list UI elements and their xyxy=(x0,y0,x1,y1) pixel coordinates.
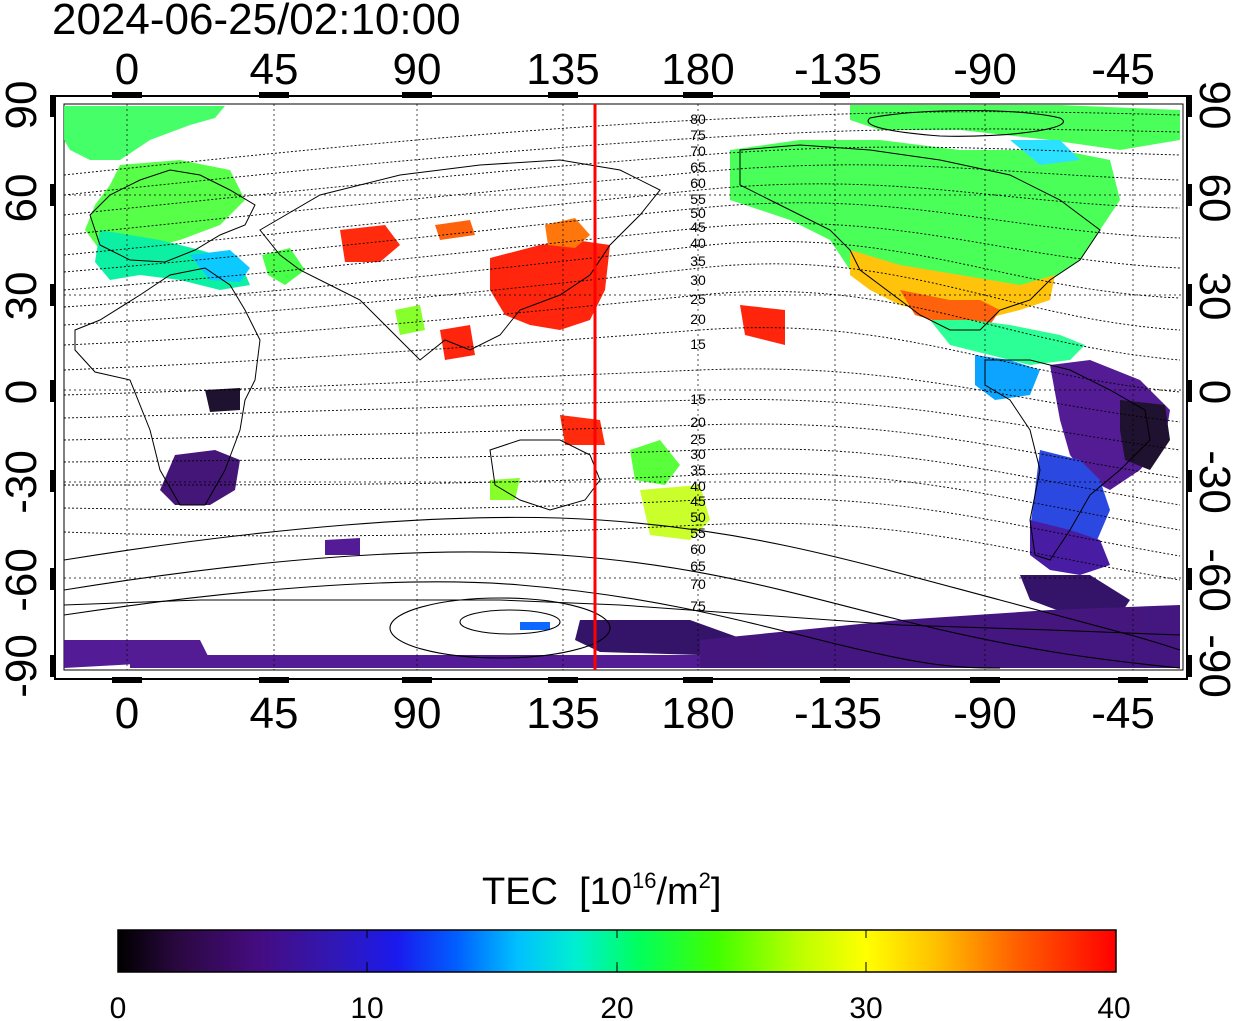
contour-label: 35 xyxy=(690,462,706,478)
contour-label: 50 xyxy=(690,205,706,221)
left-lat-tick: 30 xyxy=(0,272,46,321)
contour-label: 70 xyxy=(690,576,706,592)
contour-label: 65 xyxy=(690,159,706,175)
left-lat-tick: -30 xyxy=(0,450,46,514)
top-lon-tick: -90 xyxy=(953,45,1017,94)
right-lat-tick: -90 xyxy=(1190,634,1235,698)
contour-label: 75 xyxy=(690,127,706,143)
contour-label: 25 xyxy=(690,291,706,307)
bottom-lon-tick: 45 xyxy=(250,689,299,738)
left-lat-tick: 90 xyxy=(0,81,46,130)
contour-label: 30 xyxy=(690,446,706,462)
contour-label: 65 xyxy=(690,558,706,574)
contour-label: 35 xyxy=(690,253,706,269)
right-latitude-axis: 90 60 30 0 -30 -60 -90 xyxy=(1190,81,1235,698)
bottom-lon-tick: -135 xyxy=(794,689,882,738)
top-lon-tick: 135 xyxy=(526,45,599,94)
left-latitude-axis: 90 60 30 0 -30 -60 -90 xyxy=(0,81,46,698)
contour-label: 20 xyxy=(690,311,706,327)
colorbar-unit-exponent2: 2 xyxy=(698,868,711,893)
colorbar-unit-mid: /m xyxy=(656,871,699,913)
left-lat-tick: 0 xyxy=(0,380,46,404)
contour-label: 25 xyxy=(690,431,706,447)
right-lat-tick: 0 xyxy=(1190,380,1235,404)
top-lon-tick: -45 xyxy=(1091,45,1155,94)
colorbar-unit-exponent: 16 xyxy=(631,868,657,893)
colorbar-unit-prefix: [10 xyxy=(579,871,632,913)
colorbar-tick: 40 xyxy=(1097,992,1130,1021)
coordinate-grid xyxy=(64,104,1183,670)
bottom-lon-tick: -90 xyxy=(953,689,1017,738)
tec-data-overlay xyxy=(64,105,1180,668)
top-lon-tick: 180 xyxy=(661,45,734,94)
bottom-lon-tick: 0 xyxy=(115,689,139,738)
right-lat-tick: -60 xyxy=(1190,548,1235,612)
colorbar: 0 10 20 30 40 xyxy=(110,929,1131,1021)
colorbar-tick: 0 xyxy=(110,992,127,1021)
colorbar-tick: 20 xyxy=(600,992,633,1021)
bottom-lon-tick: 90 xyxy=(393,689,442,738)
contour-label: 45 xyxy=(690,493,706,509)
top-lon-tick: 0 xyxy=(115,45,139,94)
contour-label: 55 xyxy=(690,191,706,207)
colorbar-label: TEC [1016/m2] xyxy=(482,868,721,914)
right-lat-tick: -30 xyxy=(1190,450,1235,514)
contour-label: 60 xyxy=(690,175,706,191)
contour-label: 45 xyxy=(690,219,706,235)
contour-label: 15 xyxy=(690,391,706,407)
bottom-lon-tick: 135 xyxy=(526,689,599,738)
contour-label: 20 xyxy=(690,414,706,430)
bottom-lon-tick: 180 xyxy=(661,689,734,738)
bottom-lon-tick: -45 xyxy=(1091,689,1155,738)
left-lat-tick: -60 xyxy=(0,548,46,612)
contour-label: 80 xyxy=(690,111,706,127)
colorbar-tick: 10 xyxy=(350,992,383,1021)
contour-label: 15 xyxy=(690,336,706,352)
bottom-longitude-axis: 0 45 90 135 180 -135 -90 -45 xyxy=(115,689,1155,738)
right-lat-tick: 60 xyxy=(1190,174,1235,223)
contour-label: 40 xyxy=(690,478,706,494)
left-lat-tick: -90 xyxy=(0,634,46,698)
contour-label: 55 xyxy=(690,525,706,541)
top-lon-tick: -135 xyxy=(794,45,882,94)
contour-labels-north: 80 75 70 65 60 55 50 45 40 35 30 25 20 1… xyxy=(690,111,706,352)
contour-label: 30 xyxy=(690,272,706,288)
colorbar-quantity: TEC xyxy=(482,871,558,913)
southern-pole-contours xyxy=(64,109,1181,669)
colorbar-unit-suffix: ] xyxy=(710,871,722,913)
contour-label: 50 xyxy=(690,509,706,525)
contour-label: 60 xyxy=(690,541,706,557)
magnetic-latitude-contours xyxy=(64,111,1181,581)
right-lat-tick: 90 xyxy=(1190,81,1235,130)
colorbar-tick: 30 xyxy=(849,992,882,1021)
contour-label: 75 xyxy=(690,598,706,614)
contour-labels-south: 15 20 25 30 35 40 45 50 55 60 65 70 75 xyxy=(690,391,706,614)
top-lon-tick: 45 xyxy=(250,45,299,94)
timestamp-title: 2024-06-25/02:10:00 xyxy=(52,0,461,44)
left-lat-tick: 60 xyxy=(0,174,46,223)
right-lat-tick: 30 xyxy=(1190,272,1235,321)
contour-label: 40 xyxy=(690,235,706,251)
top-lon-tick: 90 xyxy=(393,45,442,94)
top-longitude-axis: 0 45 90 135 180 -135 -90 -45 xyxy=(115,45,1155,94)
contour-label: 70 xyxy=(690,143,706,159)
